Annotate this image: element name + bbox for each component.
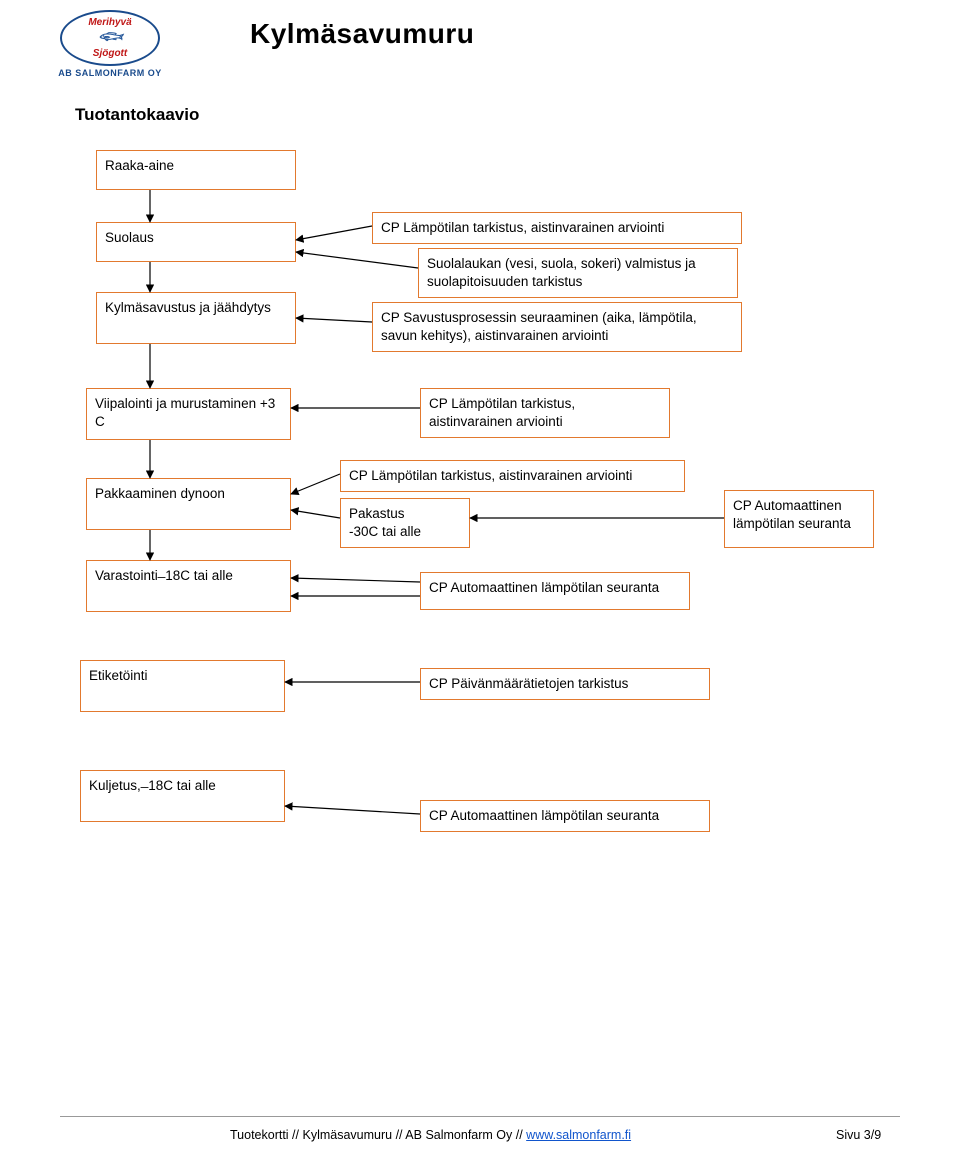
arrow-15 xyxy=(285,806,420,814)
flow-box-raaka: Raaka-aine xyxy=(96,150,296,190)
flow-box-cppvm: CP Päivänmäärätietojen tarkistus xyxy=(420,668,710,700)
flow-box-kylma: Kylmäsavustus ja jäähdytys xyxy=(96,292,296,344)
flow-box-pakastus: Pakastus -30C tai alle xyxy=(340,498,470,548)
logo-oval: Merihyvä 𓆟 Sjögott xyxy=(60,10,160,66)
company-logo: Merihyvä 𓆟 Sjögott AB SALMONFARM OY xyxy=(50,10,170,78)
flow-box-etiket: Etiketöinti xyxy=(80,660,285,712)
flow-box-pakkaam: Pakkaaminen dynoon xyxy=(86,478,291,530)
footer-link[interactable]: www.salmonfarm.fi xyxy=(526,1128,631,1142)
page: Merihyvä 𓆟 Sjögott AB SALMONFARM OY Kylm… xyxy=(0,0,960,1173)
flow-box-cpauto1: CP Automaattinen lämpötilan seuranta xyxy=(724,490,874,548)
flow-box-cp4: CP Lämpötilan tarkistus, aistinvarainen … xyxy=(340,460,685,492)
flow-box-cpauto3: CP Automaattinen lämpötilan seuranta xyxy=(420,800,710,832)
arrow-3 xyxy=(296,252,418,268)
logo-company: AB SALMONFARM OY xyxy=(50,68,170,78)
footer-left: Tuotekortti // Kylmäsavumuru // AB Salmo… xyxy=(230,1128,526,1142)
flow-box-cp1: CP Lämpötilan tarkistus, aistinvarainen … xyxy=(372,212,742,244)
flow-box-viipa: Viipalointi ja murustaminen +3 C xyxy=(86,388,291,440)
arrow-9 xyxy=(291,510,340,518)
section-title: Tuotantokaavio xyxy=(75,105,199,125)
page-number: Sivu 3/9 xyxy=(836,1128,881,1142)
footer-rule xyxy=(60,1116,900,1117)
flow-box-varasto: Varastointi ̶ 18C tai alle xyxy=(86,560,291,612)
flow-box-cp2: CP Savustusprosessin seuraaminen (aika, … xyxy=(372,302,742,352)
flow-box-suolaus: Suolaus xyxy=(96,222,296,262)
arrow-2 xyxy=(296,226,372,240)
arrow-4 xyxy=(296,318,372,322)
flow-box-kuljetus: Kuljetus, ̶ 18C tai alle xyxy=(80,770,285,822)
flow-box-suolalaukka: Suolalaukan (vesi, suola, sokeri) valmis… xyxy=(418,248,738,298)
arrow-12 xyxy=(291,578,420,582)
page-title: Kylmäsavumuru xyxy=(250,18,474,50)
fish-icon: 𓆟 xyxy=(98,28,123,48)
footer-text: Tuotekortti // Kylmäsavumuru // AB Salmo… xyxy=(230,1128,631,1142)
logo-line2: Sjögott xyxy=(93,48,127,59)
flow-box-cpauto2: CP Automaattinen lämpötilan seuranta xyxy=(420,572,690,610)
arrow-8 xyxy=(291,474,340,494)
flow-box-cp3: CP Lämpötilan tarkistus, aistinvarainen … xyxy=(420,388,670,438)
